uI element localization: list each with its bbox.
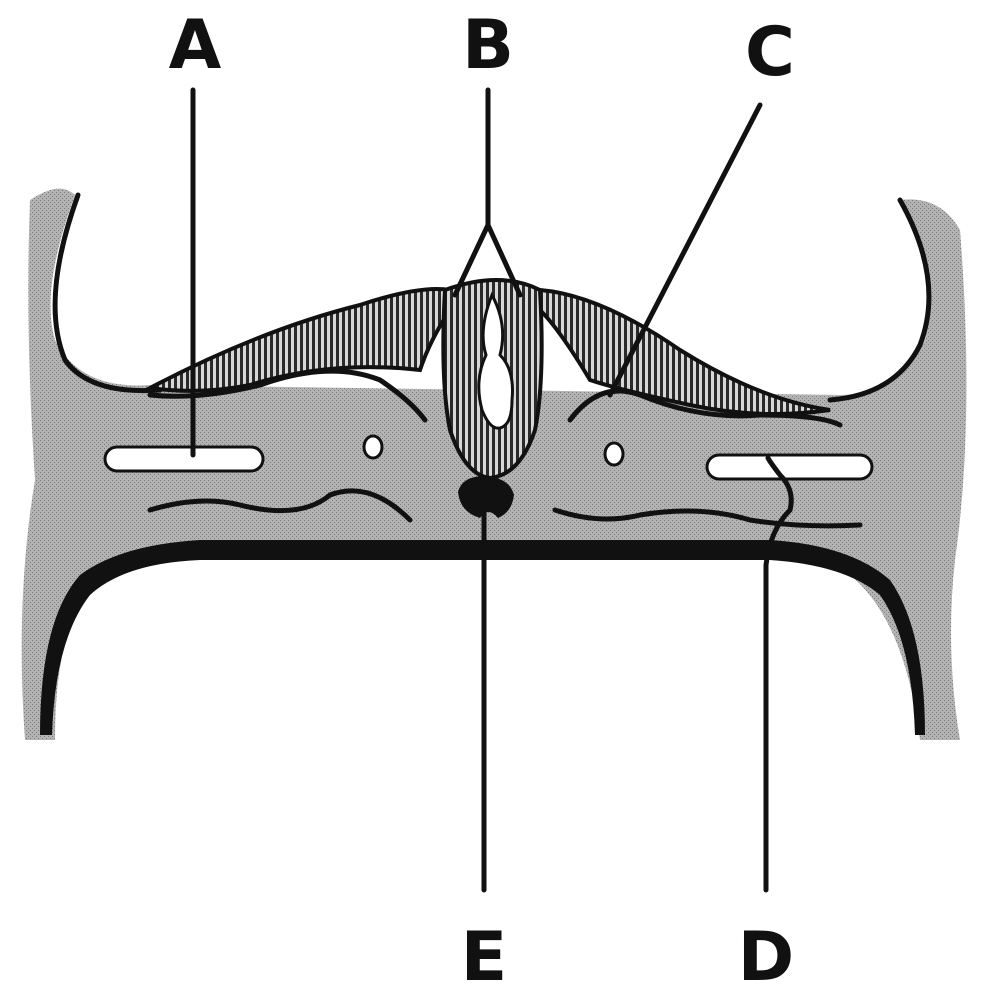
leader-line-b (452, 87, 523, 298)
left-body-wall-outline (52, 192, 163, 394)
right-coelom-cavity (705, 453, 874, 481)
endoderm-band (40, 540, 925, 735)
leader-line-d (763, 455, 794, 893)
mesoderm-upper-right-line (567, 388, 843, 428)
right-body-wall-outline (827, 197, 932, 403)
mesoderm-lower-right-line (552, 507, 863, 529)
label-c: C (745, 13, 795, 92)
left-small-vessel (362, 434, 384, 460)
right-small-vessel (603, 441, 625, 467)
label-a: A (169, 6, 222, 85)
mesoderm-upper-left-line (147, 368, 428, 423)
label-e: E (461, 918, 507, 997)
ectoderm-arch (143, 287, 831, 416)
left-coelom-cavity (103, 445, 265, 473)
leader-line-c (607, 102, 763, 398)
label-b: B (462, 6, 514, 85)
label-d: D (738, 918, 794, 997)
mesoderm-lower-left-line (147, 488, 413, 523)
neural-canal (477, 291, 514, 430)
